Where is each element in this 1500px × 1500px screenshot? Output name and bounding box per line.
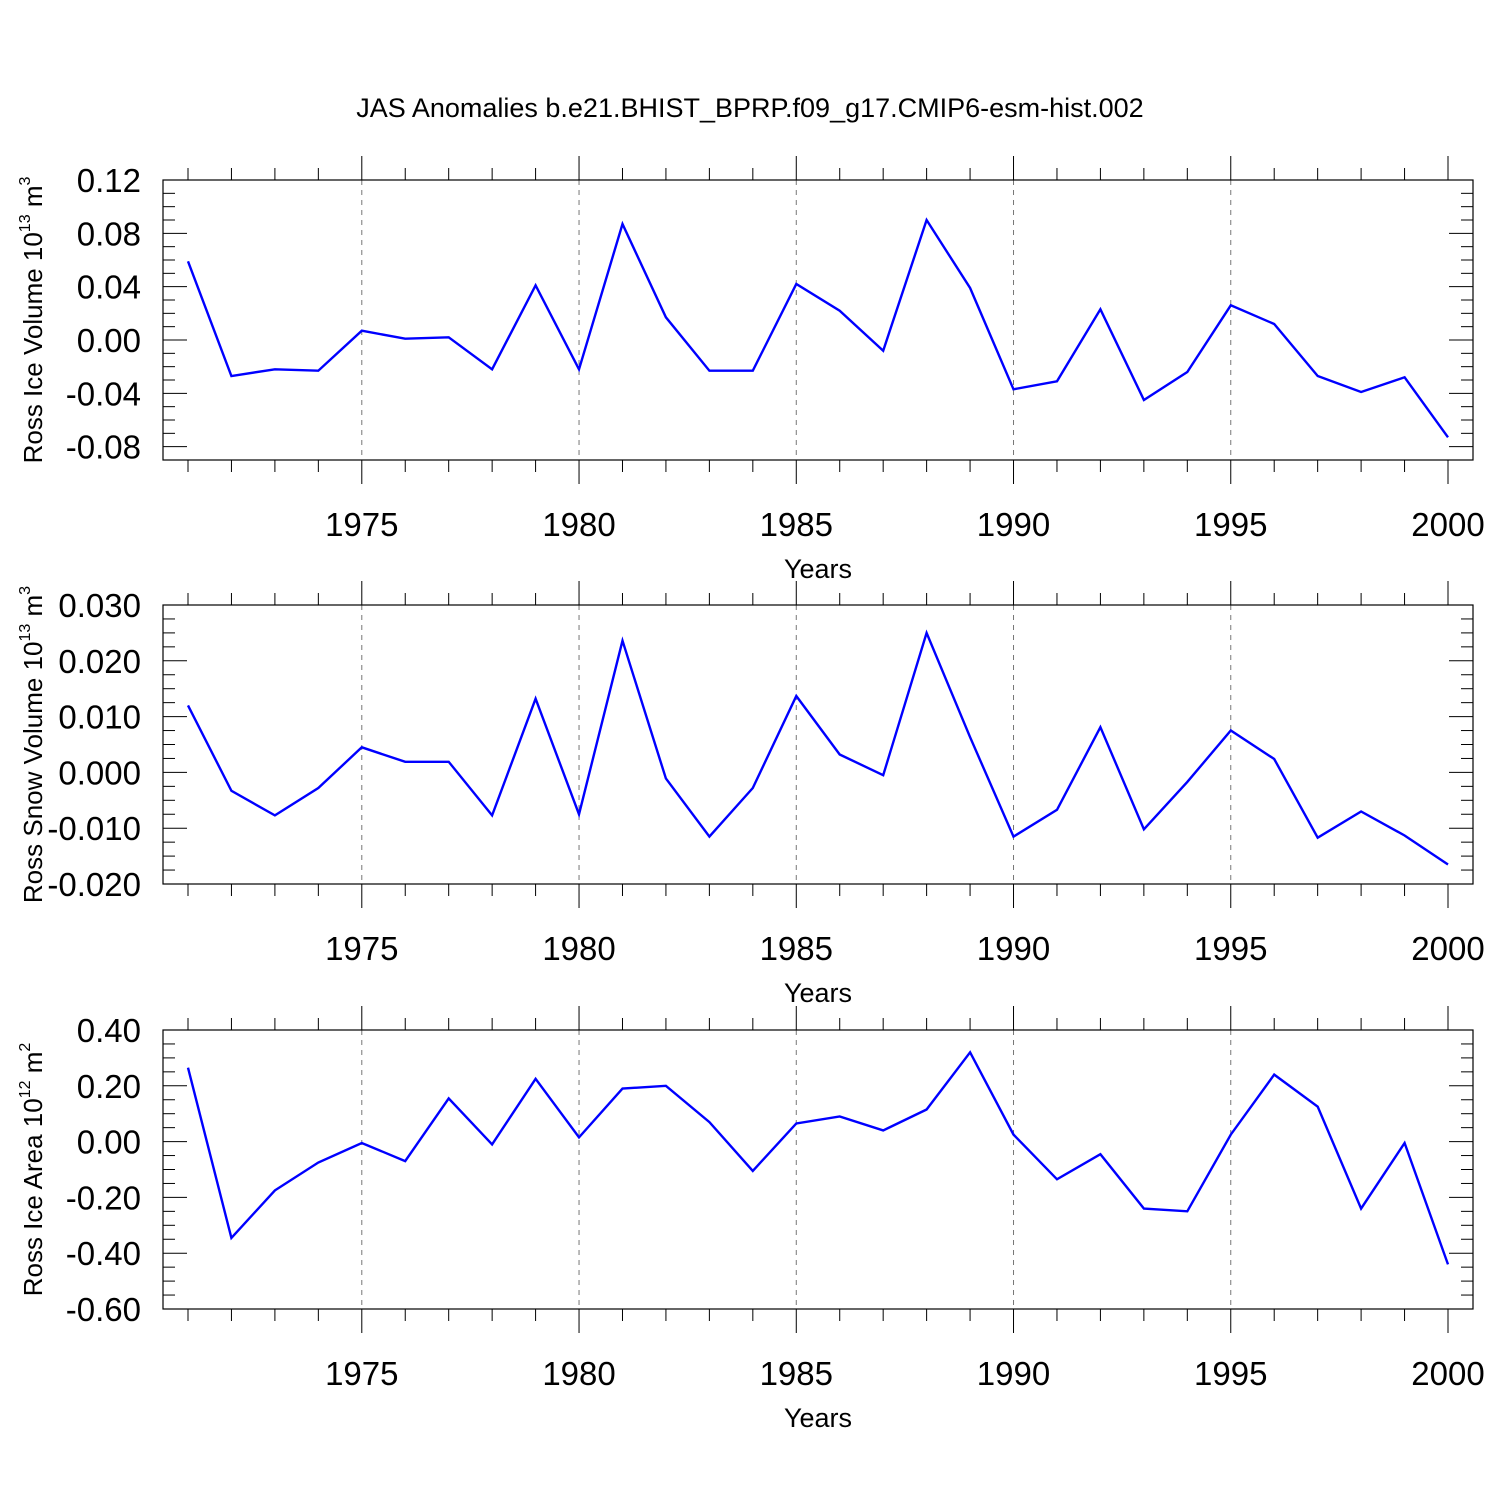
plot-frame: [162, 179, 1474, 461]
x-tick-label: 2000: [1411, 1355, 1484, 1392]
x-tick-label: 1975: [325, 506, 398, 543]
panels: 0.12 0.08 0.04 0.00 -0.04 -0.08 1975 1980 1985 19…: [17, 156, 1485, 1433]
x-tick-label: 1985: [760, 930, 833, 967]
panel-2: 0.030 0.020 0.010 0.000 -0.010 -0.020 1975 1980…: [17, 581, 1485, 1008]
y-tick-label: 0.20: [77, 1068, 141, 1105]
y-tick-label: 0.00: [77, 1124, 141, 1161]
y-tick-label: -0.010: [47, 810, 141, 847]
y-tick-label: -0.40: [66, 1235, 141, 1272]
y-tick-label: -0.08: [66, 429, 141, 466]
x-tick-label: 1990: [977, 930, 1050, 967]
y-tick-label: 0.00: [77, 322, 141, 359]
x-tick-label: 1995: [1194, 506, 1267, 543]
y-axis-label: Ross Ice Volume 1013 m3: [17, 176, 48, 463]
x-tick-label: 1990: [977, 506, 1050, 543]
x-tick-label: 1995: [1194, 930, 1267, 967]
y-tick-label: 0.020: [58, 643, 141, 680]
x-tick-label: 2000: [1411, 506, 1484, 543]
x-tick-label: 1980: [542, 506, 615, 543]
x-axis-label: Years: [784, 1403, 852, 1433]
panel-3: 0.40 0.20 0.00 -0.20 -0.40 -0.60 1975 1980 1985 1…: [17, 1006, 1485, 1433]
plot-frame: [162, 1029, 1474, 1310]
panel-1: 0.12 0.08 0.04 0.00 -0.04 -0.08 1975 1980 1985 19…: [17, 156, 1485, 584]
y-tick-label: -0.60: [66, 1291, 141, 1328]
y-tick-label: -0.04: [66, 375, 141, 412]
x-tick-label: 1975: [325, 930, 398, 967]
y-tick-label: 0.40: [77, 1012, 141, 1049]
x-tick-label: 1975: [325, 1355, 398, 1392]
y-tick-label: 0.000: [58, 754, 141, 791]
y-axis-label: Ross Ice Area 1012 m2: [17, 1043, 48, 1297]
x-axis-label: Years: [784, 554, 852, 584]
y-tick-label: 0.030: [58, 587, 141, 624]
y-tick-label: 0.12: [77, 162, 141, 199]
y-tick-label: 0.08: [77, 215, 141, 252]
figure-title: JAS Anomalies b.e21.BHIST_BPRP.f09_g17.C…: [356, 93, 1143, 123]
plot-frame: [162, 604, 1474, 885]
x-axis-label: Years: [784, 978, 852, 1008]
x-tick-label: 1990: [977, 1355, 1050, 1392]
series-line: [186, 217, 1449, 439]
y-tick-label: 0.010: [58, 699, 141, 736]
x-tick-label: 1980: [542, 930, 615, 967]
y-tick-label: -0.20: [66, 1179, 141, 1216]
y-tick-label: 0.04: [77, 269, 141, 306]
x-tick-label: 1995: [1194, 1355, 1267, 1392]
y-axis-label: Ross Snow Volume 1013 m3: [17, 586, 48, 903]
x-tick-label: 1980: [542, 1355, 615, 1392]
x-tick-label: 2000: [1411, 930, 1484, 967]
x-tick-label: 1985: [760, 1355, 833, 1392]
x-tick-label: 1985: [760, 506, 833, 543]
series-line: [186, 629, 1449, 866]
y-tick-label: -0.020: [47, 866, 141, 903]
series-line: [186, 1050, 1450, 1265]
